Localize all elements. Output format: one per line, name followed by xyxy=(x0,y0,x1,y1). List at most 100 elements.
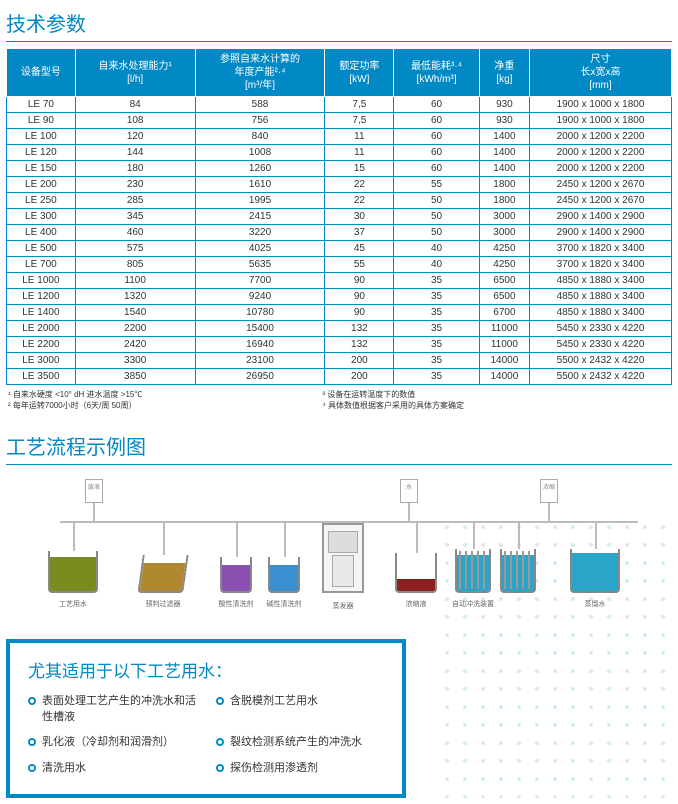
footnotes: ¹ 自来水硬度 <10° dH 进水温度 >15℃² 每年运转7000小时（6天… xyxy=(0,385,678,423)
cell: 1320 xyxy=(75,289,195,305)
app-item: 表面处理工艺产生的冲洗水和活性槽液 xyxy=(28,694,196,725)
cell: 55 xyxy=(394,177,480,193)
cell: 1400 xyxy=(479,145,529,161)
cell: 2450 x 1200 x 2670 xyxy=(529,177,671,193)
table-row: LE 200022001540013235110005450 x 2330 x … xyxy=(7,321,672,337)
cell: 5450 x 2330 x 4220 xyxy=(529,337,671,353)
cell: 4850 x 1880 x 3400 xyxy=(529,305,671,321)
cell: 285 xyxy=(75,193,195,209)
cell: 40 xyxy=(394,241,480,257)
table-row: LE 1400154010780903567004850 x 1880 x 34… xyxy=(7,305,672,321)
table-row: LE 4004603220375030002900 x 1400 x 2900 xyxy=(7,225,672,241)
cell: 1800 xyxy=(479,193,529,209)
cell: 60 xyxy=(394,113,480,129)
apps-title: 尤其适用于以下工艺用水： xyxy=(28,657,384,682)
evaporator-machine xyxy=(322,523,364,593)
cell: 14000 xyxy=(479,369,529,385)
app-item: 清洗用水 xyxy=(28,761,196,776)
table-row: LE 3003452415305030002900 x 1400 x 2900 xyxy=(7,209,672,225)
cell: 50 xyxy=(394,209,480,225)
cell: 16940 xyxy=(195,337,325,353)
vessel: 浓缩液 xyxy=(395,553,437,593)
cell: LE 200 xyxy=(7,177,76,193)
cell: 40 xyxy=(394,257,480,273)
app-item: 裂纹检测系统产生的冲洗水 xyxy=(216,735,384,750)
cell: 840 xyxy=(195,129,325,145)
cell: 10780 xyxy=(195,305,325,321)
app-text: 乳化液（冷却剂和润滑剂） xyxy=(42,735,174,750)
vessel: 预判过滤器 xyxy=(140,555,186,593)
cell: 1995 xyxy=(195,193,325,209)
cell: LE 2000 xyxy=(7,321,76,337)
col-header: 最低能耗³·⁴[kWh/m³] xyxy=(394,49,480,97)
cell: 35 xyxy=(394,337,480,353)
vessel: 蒸馏水 xyxy=(570,549,620,593)
process-diagram: 废液水浓缩工艺用水预判过滤器酸性清洗剂碱性清洗剂浓缩液自动冲洗装置蒸馏水蒸发器 xyxy=(0,471,678,631)
cell: 14000 xyxy=(479,353,529,369)
cell: 35 xyxy=(394,289,480,305)
table-row: LE 2502851995225018002450 x 1200 x 2670 xyxy=(7,193,672,209)
cell: 30 xyxy=(325,209,394,225)
cell: 35 xyxy=(394,305,480,321)
vessel: 自动冲洗装置 xyxy=(455,549,491,593)
cell: 2900 x 1400 x 2900 xyxy=(529,225,671,241)
cell: 4250 xyxy=(479,241,529,257)
cell: 2450 x 1200 x 2670 xyxy=(529,193,671,209)
specs-table: 设备型号自来水处理能力¹[l/h]参照自来水计算的年度产能²·⁴[m³/年]额定… xyxy=(6,48,672,385)
table-row: LE 120013209240903565004850 x 1880 x 340… xyxy=(7,289,672,305)
cell: 460 xyxy=(75,225,195,241)
cell: LE 2200 xyxy=(7,337,76,353)
cell: LE 100 xyxy=(7,129,76,145)
bullet-icon xyxy=(28,764,36,772)
app-text: 探伤检测用渗透剂 xyxy=(230,761,318,776)
cell: 756 xyxy=(195,113,325,129)
col-header: 净重[kg] xyxy=(479,49,529,97)
app-text: 表面处理工艺产生的冲洗水和活性槽液 xyxy=(42,694,196,725)
cell: 22 xyxy=(325,193,394,209)
cell: 144 xyxy=(75,145,195,161)
cell: 9240 xyxy=(195,289,325,305)
cell: 26950 xyxy=(195,369,325,385)
bullet-icon xyxy=(216,738,224,746)
cell: 1540 xyxy=(75,305,195,321)
cell: LE 1000 xyxy=(7,273,76,289)
cell: LE 300 xyxy=(7,209,76,225)
cell: 2000 x 1200 x 2200 xyxy=(529,161,671,177)
cell: 23100 xyxy=(195,353,325,369)
cell: 2000 x 1200 x 2200 xyxy=(529,145,671,161)
cell: 3700 x 1820 x 3400 xyxy=(529,241,671,257)
cell: LE 700 xyxy=(7,257,76,273)
cell: 1800 xyxy=(479,177,529,193)
cell: LE 120 xyxy=(7,145,76,161)
table-row: LE 70845887,5609301900 x 1000 x 1800 xyxy=(7,97,672,113)
divider xyxy=(6,41,672,42)
app-text: 含脱模剂工艺用水 xyxy=(230,694,318,709)
vessel xyxy=(500,549,536,593)
table-row: LE 100120840116014002000 x 1200 x 2200 xyxy=(7,129,672,145)
col-header: 参照自来水计算的年度产能²·⁴[m³/年] xyxy=(195,49,325,97)
cell: 1260 xyxy=(195,161,325,177)
cell: 7700 xyxy=(195,273,325,289)
divider xyxy=(6,464,672,465)
cell: 1610 xyxy=(195,177,325,193)
cell: 3850 xyxy=(75,369,195,385)
cell: LE 150 xyxy=(7,161,76,177)
cell: 4025 xyxy=(195,241,325,257)
cell: 345 xyxy=(75,209,195,225)
cell: 55 xyxy=(325,257,394,273)
cell: LE 500 xyxy=(7,241,76,257)
cell: 2200 xyxy=(75,321,195,337)
table-row: LE 300033002310020035140005500 x 2432 x … xyxy=(7,353,672,369)
cell: 805 xyxy=(75,257,195,273)
table-row: LE 2002301610225518002450 x 1200 x 2670 xyxy=(7,177,672,193)
cell: 3300 xyxy=(75,353,195,369)
app-item: 含脱模剂工艺用水 xyxy=(216,694,384,725)
bullet-icon xyxy=(216,764,224,772)
cell: 6500 xyxy=(479,273,529,289)
footnote-right: ³ 设备在运转温度下的数值⁴ 具体数值根据客户采用的具体方案确定 xyxy=(322,389,464,411)
diagram-label-box: 水 xyxy=(400,479,418,503)
bullet-icon xyxy=(216,697,224,705)
cell: LE 90 xyxy=(7,113,76,129)
cell: 1100 xyxy=(75,273,195,289)
specs-title: 技术参数 xyxy=(0,0,678,41)
